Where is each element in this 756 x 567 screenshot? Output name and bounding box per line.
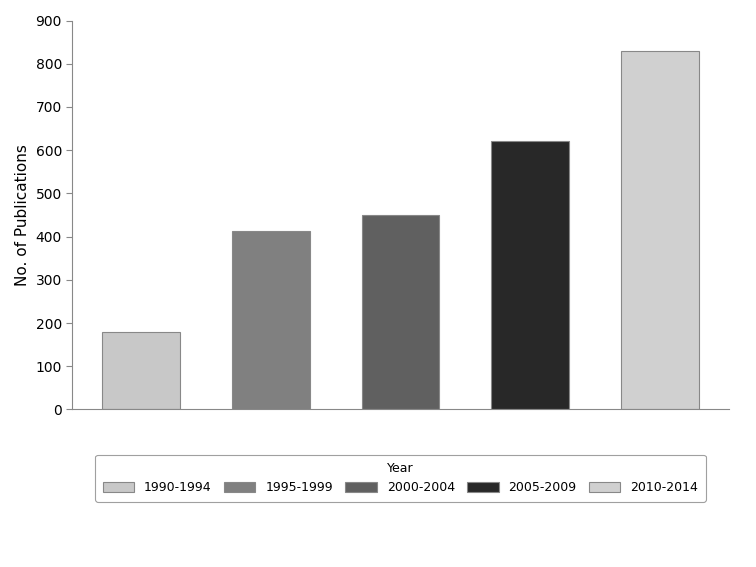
- Legend: 1990-1994, 1995-1999, 2000-2004, 2005-2009, 2010-2014: 1990-1994, 1995-1999, 2000-2004, 2005-20…: [95, 455, 706, 502]
- Bar: [621, 51, 699, 409]
- Bar: [491, 141, 569, 409]
- Bar: [361, 215, 439, 409]
- Bar: [102, 332, 180, 409]
- Y-axis label: No. of Publications: No. of Publications: [15, 144, 30, 286]
- Bar: [232, 231, 310, 409]
